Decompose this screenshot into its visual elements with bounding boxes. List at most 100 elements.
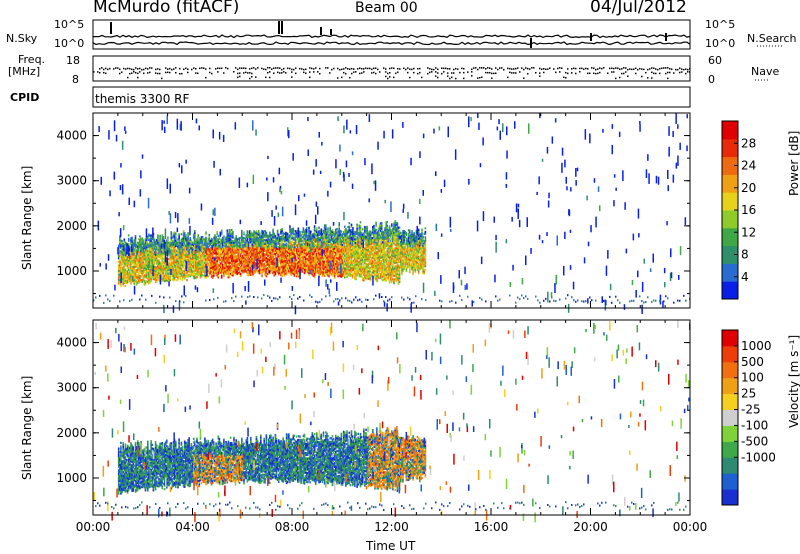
echo-cell (271, 234, 273, 237)
echo-cell (176, 257, 178, 260)
echo-cell (183, 248, 186, 251)
echo-cell (187, 242, 189, 246)
echo-cell (228, 243, 231, 246)
echo-cell (332, 258, 335, 261)
echo-cell (171, 272, 174, 275)
echo-cell (246, 235, 249, 238)
echo-cell (131, 236, 133, 239)
echo-cell (316, 245, 318, 248)
echo-cell (132, 242, 134, 245)
echo-cell (228, 245, 231, 248)
echo-cell (351, 276, 354, 279)
echo-cell (300, 234, 302, 237)
echo-cell (311, 257, 314, 260)
echo-cell (168, 267, 170, 270)
echo-cell (210, 259, 213, 262)
echo-cell (349, 274, 352, 277)
echo-cell (124, 275, 127, 279)
freq-dot (643, 68, 645, 71)
echo-cell (134, 254, 137, 258)
echo-cell (317, 271, 319, 274)
echo-cell (138, 274, 140, 277)
echo-cell (245, 266, 248, 269)
echo-cell (313, 263, 316, 266)
echo-cell (351, 240, 354, 243)
echo-cell (228, 258, 231, 261)
echo-cell (158, 261, 160, 264)
echo-cell (192, 237, 195, 240)
echo-cell (347, 254, 349, 257)
echo-cell (148, 246, 150, 249)
echo-cell (154, 268, 157, 271)
echo-cell (326, 235, 328, 238)
echo-cell (335, 243, 337, 246)
echo-cell (164, 263, 167, 266)
echo-cell (191, 272, 194, 275)
echo-cell (155, 266, 158, 269)
echo-cell (205, 249, 207, 252)
echo-cell (251, 238, 253, 241)
echo-cell (241, 242, 243, 245)
echo-cell (120, 239, 122, 242)
echo-cell (331, 250, 334, 253)
echo-cell (239, 245, 242, 249)
echo-cell (312, 271, 315, 274)
echo-cell (340, 235, 343, 239)
echo-cell (290, 263, 292, 266)
echo-cell (139, 280, 141, 283)
echo-cell (205, 247, 207, 250)
echo-cell (318, 239, 320, 242)
echo-cell (321, 242, 324, 245)
echo-cell (200, 245, 203, 248)
echo-cell (217, 242, 220, 245)
echo-cell (237, 244, 240, 248)
echo-cell (141, 253, 143, 256)
echo-cell (346, 236, 348, 239)
echo-cell (147, 275, 149, 278)
echo-cell (308, 255, 310, 258)
echo-cell (226, 234, 229, 238)
echo-cell (149, 234, 151, 237)
echo-cell (172, 241, 175, 244)
freq-dot (325, 67, 327, 69)
echo-cell (289, 227, 291, 230)
echo-cell (191, 266, 194, 270)
echo-cell (211, 265, 214, 269)
freq-dot (591, 67, 593, 69)
echo-cell (216, 232, 218, 235)
echo-cell (223, 264, 225, 267)
echo-cell (160, 268, 162, 271)
echo-cell (157, 256, 159, 259)
freq-dot (441, 67, 443, 69)
echo-cell (194, 266, 196, 269)
nave-dot (291, 71, 293, 73)
echo-cell (281, 237, 283, 240)
echo-cell (307, 269, 309, 272)
echo-cell (331, 257, 334, 261)
echo-cell (300, 254, 302, 257)
echo-cell (190, 248, 193, 251)
echo-cell (271, 261, 273, 264)
echo-cell (330, 244, 333, 247)
echo-cell (333, 243, 336, 247)
echo-cell (267, 259, 270, 262)
echo-cell (348, 242, 351, 245)
echo-cell (192, 258, 195, 261)
echo-cell (121, 254, 123, 257)
echo-cell (232, 263, 234, 266)
echo-cell (216, 241, 218, 244)
echo-cell (217, 238, 220, 241)
echo-cell (270, 246, 272, 249)
echo-cell (331, 259, 334, 262)
echo-cell (273, 268, 276, 272)
echo-cell (275, 269, 278, 272)
echo-cell (289, 236, 291, 239)
echo-cell (222, 247, 224, 250)
echo-cell (236, 242, 239, 245)
echo-cell (261, 266, 263, 269)
echo-cell (321, 272, 324, 275)
echo-cell (220, 229, 223, 232)
echo-cell (133, 242, 136, 245)
nave-dot (387, 72, 389, 75)
echo-cell (299, 259, 301, 262)
